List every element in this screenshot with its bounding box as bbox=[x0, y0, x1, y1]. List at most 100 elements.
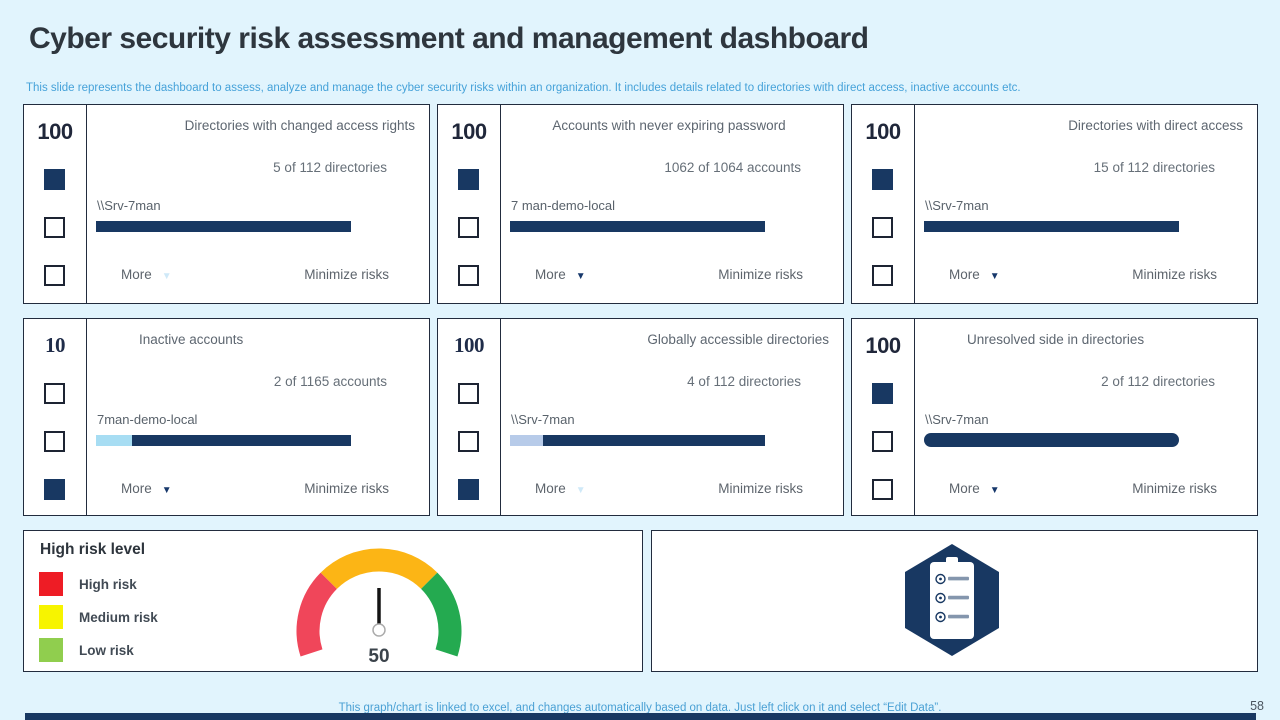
gauge-value: 50 bbox=[368, 646, 389, 667]
high-risk-swatch bbox=[39, 572, 63, 596]
score-column: 100 bbox=[438, 319, 501, 515]
checkbox[interactable] bbox=[458, 217, 479, 238]
score-column: 100 bbox=[24, 105, 87, 303]
minimize-risks-link[interactable]: Minimize risks bbox=[304, 267, 389, 282]
more-dropdown[interactable]: More ▼ bbox=[121, 481, 172, 496]
metric-card-unresolved-side: 100 Unresolved side in directories 2 of … bbox=[851, 318, 1258, 516]
low-risk-swatch bbox=[39, 638, 63, 662]
score-column: 100 bbox=[852, 319, 915, 515]
progress-bar bbox=[96, 221, 351, 232]
page-number: 58 bbox=[1250, 699, 1264, 713]
score-column: 100 bbox=[852, 105, 915, 303]
bar-label: \\Srv-7man bbox=[925, 412, 989, 427]
minimize-risks-link[interactable]: Minimize risks bbox=[1132, 267, 1217, 282]
card-title: Directories with changed access rights bbox=[184, 118, 415, 133]
score-value: 10 bbox=[45, 333, 66, 357]
gauge-arc-green bbox=[420, 572, 462, 657]
more-dropdown[interactable]: More ▼ bbox=[121, 267, 172, 282]
checkbox[interactable] bbox=[872, 265, 893, 286]
more-dropdown[interactable]: More ▼ bbox=[949, 481, 1000, 496]
page-title: Cyber security risk assessment and manag… bbox=[29, 22, 869, 55]
progress-bar bbox=[924, 221, 1179, 232]
checkbox[interactable] bbox=[458, 479, 479, 500]
bar-label: \\Srv-7man bbox=[97, 198, 161, 213]
card-title: Accounts with never expiring password bbox=[552, 118, 786, 133]
score-value: 100 bbox=[865, 119, 901, 144]
gauge-arc-amber bbox=[320, 548, 438, 590]
bar-label: 7 man-demo-local bbox=[511, 198, 616, 213]
checkbox[interactable] bbox=[458, 431, 479, 452]
score-value: 100 bbox=[454, 333, 485, 357]
progress-bar bbox=[96, 435, 351, 446]
checkbox[interactable] bbox=[872, 431, 893, 452]
chevron-down-icon: ▼ bbox=[161, 271, 172, 282]
checkbox[interactable] bbox=[458, 383, 479, 404]
minimize-risks-link[interactable]: Minimize risks bbox=[718, 481, 803, 496]
hexagon-icon-panel bbox=[651, 530, 1258, 672]
card-subtext: 15 of 112 directories bbox=[1093, 160, 1215, 175]
checkbox[interactable] bbox=[44, 169, 65, 190]
metric-card-never-expiring-password: 100 Accounts with never expiring passwor… bbox=[437, 104, 844, 304]
chevron-down-icon: ▼ bbox=[989, 271, 1000, 282]
progress-bar bbox=[510, 435, 765, 446]
checkbox[interactable] bbox=[872, 383, 893, 404]
score-value: 100 bbox=[451, 119, 487, 144]
card-subtext: 4 of 112 directories bbox=[687, 374, 801, 389]
card-subtext: 5 of 112 directories bbox=[273, 160, 387, 175]
chevron-down-icon: ▼ bbox=[575, 485, 586, 496]
card-subtext: 1062 of 1064 accounts bbox=[664, 160, 801, 175]
checkbox[interactable] bbox=[872, 169, 893, 190]
progress-bar-light-segment bbox=[510, 435, 544, 446]
card-subtext: 2 of 1165 accounts bbox=[273, 374, 387, 389]
footer-note: This graph/chart is linked to excel, and… bbox=[338, 702, 942, 714]
checkbox[interactable] bbox=[44, 431, 65, 452]
minimize-risks-link[interactable]: Minimize risks bbox=[718, 267, 803, 282]
chevron-down-icon: ▼ bbox=[989, 485, 1000, 496]
gauge-needle-pivot bbox=[372, 623, 386, 637]
card-title: Inactive accounts bbox=[139, 332, 244, 347]
score-column: 100 bbox=[438, 105, 501, 303]
checkbox[interactable] bbox=[44, 217, 65, 238]
more-dropdown[interactable]: More ▼ bbox=[535, 481, 586, 496]
score-column: 10 bbox=[24, 319, 87, 515]
card-title: Unresolved side in directories bbox=[967, 332, 1145, 347]
checkbox[interactable] bbox=[44, 265, 65, 286]
medium-risk-swatch bbox=[39, 605, 63, 629]
progress-bar bbox=[924, 433, 1179, 447]
more-dropdown[interactable]: More ▼ bbox=[949, 267, 1000, 282]
checkbox[interactable] bbox=[44, 479, 65, 500]
checkbox[interactable] bbox=[458, 169, 479, 190]
checkbox[interactable] bbox=[44, 383, 65, 404]
minimize-risks-link[interactable]: Minimize risks bbox=[1132, 481, 1217, 496]
bottom-accent-bar bbox=[25, 713, 1256, 720]
metric-card-globally-accessible: 100 Globally accessible directories 4 of… bbox=[437, 318, 844, 516]
gauge-arc-red bbox=[296, 572, 338, 657]
more-dropdown[interactable]: More ▼ bbox=[535, 267, 586, 282]
hexagon-graphic bbox=[905, 544, 999, 656]
clipboard-list-icon bbox=[930, 557, 974, 639]
checkbox[interactable] bbox=[458, 265, 479, 286]
legend-item-medium-risk: Medium risk bbox=[39, 605, 158, 629]
risk-level-gauge-panel: High risk level High risk Medium risk Lo… bbox=[23, 530, 643, 672]
bar-label: \\Srv-7man bbox=[511, 412, 575, 427]
card-title: Globally accessible directories bbox=[647, 332, 829, 347]
legend-item-low-risk: Low risk bbox=[39, 638, 134, 662]
checkbox[interactable] bbox=[872, 479, 893, 500]
score-value: 100 bbox=[865, 333, 901, 358]
risk-gauge-chart: 50 bbox=[296, 548, 462, 667]
chevron-down-icon: ▼ bbox=[161, 485, 172, 496]
metric-card-changed-access-rights: 100 Directories with changed access righ… bbox=[23, 104, 430, 304]
bar-label: \\Srv-7man bbox=[925, 198, 989, 213]
metric-card-inactive-accounts: 10 Inactive accounts 2 of 1165 accounts … bbox=[23, 318, 430, 516]
page-subtitle: This slide represents the dashboard to a… bbox=[26, 82, 1021, 94]
chevron-down-icon: ▼ bbox=[575, 271, 586, 282]
card-subtext: 2 of 112 directories bbox=[1101, 374, 1215, 389]
legend-item-high-risk: High risk bbox=[39, 572, 137, 596]
progress-bar bbox=[510, 221, 765, 232]
card-title: Directories with direct access bbox=[1068, 118, 1243, 133]
bar-label: 7man-demo-local bbox=[97, 412, 198, 427]
checkbox[interactable] bbox=[872, 217, 893, 238]
minimize-risks-link[interactable]: Minimize risks bbox=[304, 481, 389, 496]
score-value: 100 bbox=[37, 119, 73, 144]
